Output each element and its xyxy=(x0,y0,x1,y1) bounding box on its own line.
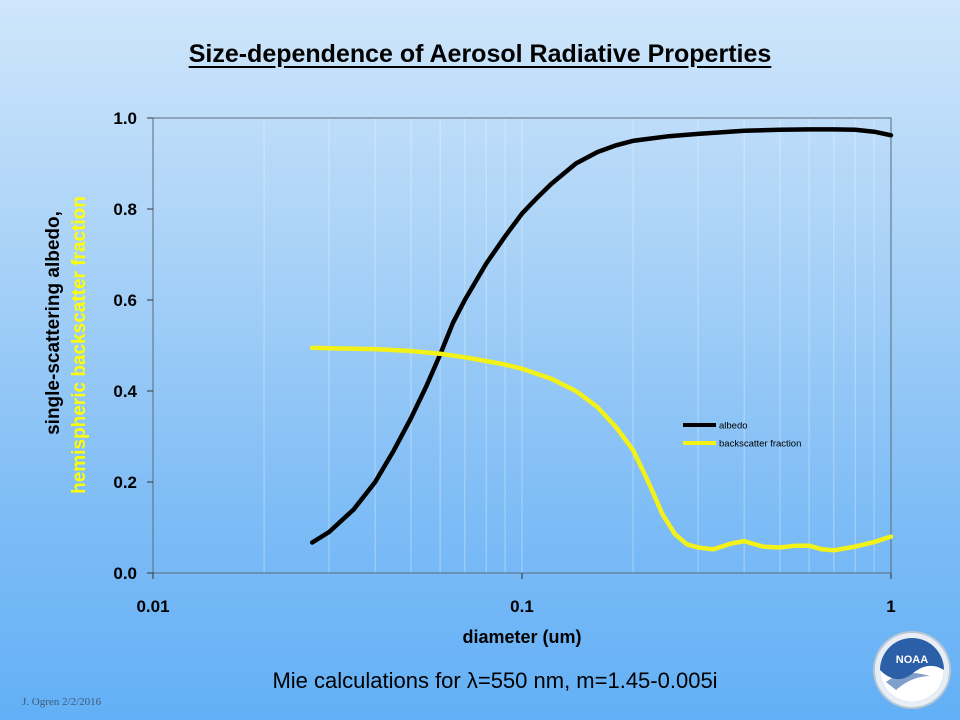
legend-label: albedo xyxy=(719,421,748,432)
grid-lines xyxy=(152,118,892,573)
author-credit: J. Ogren 2/2/2016 xyxy=(22,696,102,708)
slide-title: Size-dependence of Aerosol Radiative Pro… xyxy=(188,40,772,68)
legend: albedo backscatter fraction xyxy=(683,421,801,450)
y-axis-label-line2: hemispheric backscatter fraction xyxy=(69,196,90,494)
x-axis: 0.01 0.1 1 xyxy=(136,573,896,616)
y-tick-label: 0.6 xyxy=(113,291,137,310)
logo-text: NOAA xyxy=(896,654,928,666)
series-lines xyxy=(309,127,894,553)
chart-caption: Mie calculations for λ=550 nm, m=1.45-0.… xyxy=(272,668,718,693)
x-tick-label: 0.1 xyxy=(510,597,534,616)
y-tick-label: 1.0 xyxy=(113,109,137,128)
y-tick-label: 0.8 xyxy=(113,200,137,219)
noaa-logo: NOAA xyxy=(873,631,951,709)
y-axis: 0.0 0.2 0.4 0.6 0.8 1.0 xyxy=(113,109,153,583)
y-axis-label-line1: single-scattering albedo, xyxy=(43,211,64,435)
series-line-albedo xyxy=(309,127,894,545)
x-axis-label: diameter (um) xyxy=(462,627,581,647)
x-tick-label: 0.01 xyxy=(136,597,169,616)
y-tick-label: 0.0 xyxy=(113,564,137,583)
y-tick-label: 0.2 xyxy=(113,473,137,492)
y-tick-label: 0.4 xyxy=(113,382,137,401)
legend-label: backscatter fraction xyxy=(719,439,801,450)
series-line-backscatter-fraction xyxy=(309,345,894,553)
x-tick-label: 1 xyxy=(886,597,895,616)
